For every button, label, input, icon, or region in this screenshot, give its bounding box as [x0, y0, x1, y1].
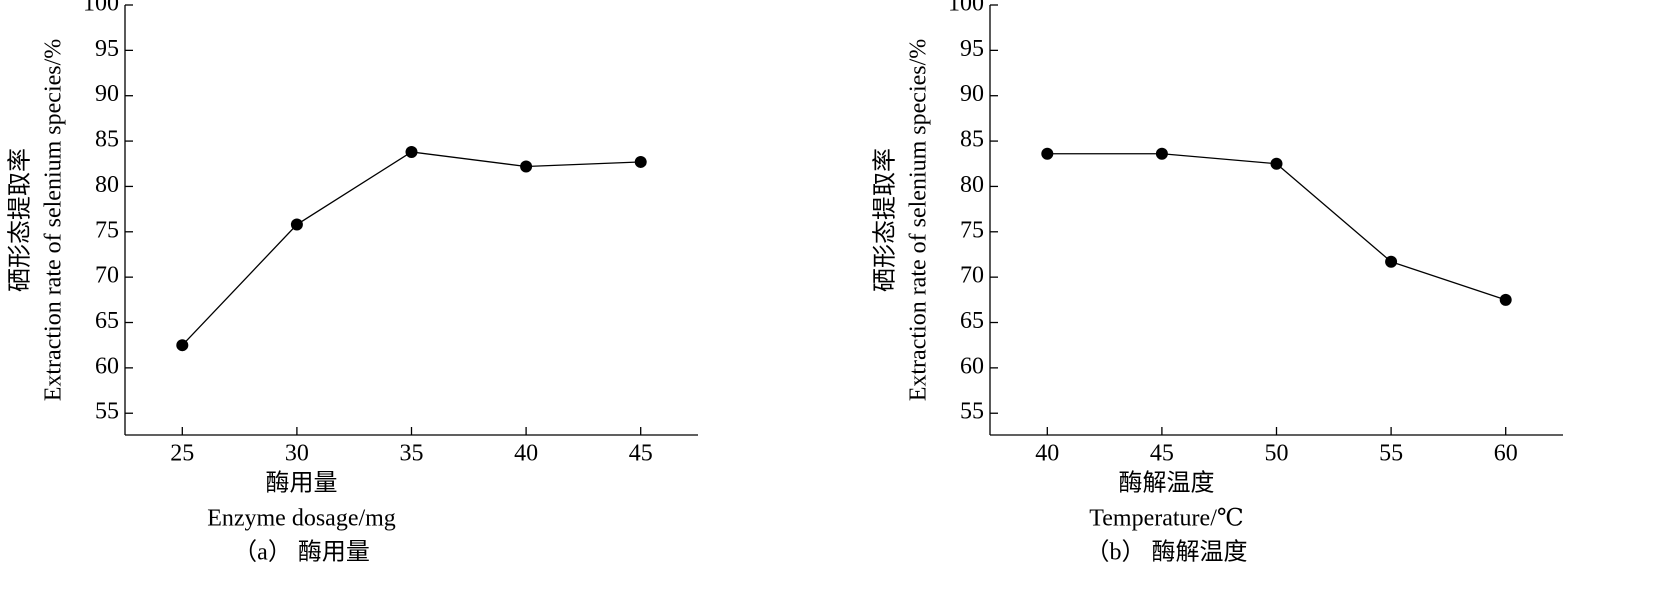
y-tick-label: 90 — [960, 81, 984, 107]
point — [520, 160, 533, 173]
y-tick-label: 85 — [95, 127, 119, 153]
y-axis-label: Extraction rate of selenium species/% — [41, 39, 67, 402]
y-tick-label: 80 — [960, 172, 984, 198]
x-tick-label: 45 — [1150, 441, 1174, 467]
point — [176, 339, 189, 352]
x-tick-label: 45 — [629, 441, 653, 467]
y-tick-label: 70 — [95, 263, 119, 289]
x-axis-label: 酶解温度 — [1119, 470, 1215, 497]
point — [1270, 157, 1283, 170]
x-tick-label: 60 — [1494, 441, 1518, 467]
y-tick-label: 60 — [960, 353, 984, 379]
x-tick-label: 40 — [514, 441, 538, 467]
line — [181, 151, 641, 346]
caption: （b） 酶解温度 — [1086, 539, 1248, 566]
y-tick-label: 90 — [95, 81, 119, 107]
y-tick-label: 75 — [95, 217, 119, 243]
y-tick-label: 75 — [960, 217, 984, 243]
point — [1499, 293, 1512, 306]
point — [1385, 255, 1398, 268]
x-tick-label: 25 — [170, 441, 194, 467]
y-tick-label: 55 — [95, 399, 119, 425]
x-axis-label: Enzyme dosage/mg — [207, 506, 396, 532]
x-tick-label: 30 — [285, 441, 309, 467]
x-tick-label: 35 — [400, 441, 424, 467]
y-axis-label: 硒形态提取率 — [872, 148, 899, 292]
y-tick-label: 85 — [960, 127, 984, 153]
x-tick-label: 50 — [1265, 441, 1289, 467]
point — [1155, 147, 1168, 160]
x-tick-label: 40 — [1035, 441, 1059, 467]
line — [1047, 153, 1506, 301]
x-axis-label: 酶用量 — [266, 470, 338, 497]
y-tick-label: 65 — [960, 308, 984, 334]
y-tick-label: 95 — [960, 36, 984, 62]
y-tick-label: 65 — [95, 308, 119, 334]
x-axis-label: Temperature/℃ — [1089, 506, 1243, 532]
point — [405, 145, 418, 158]
y-tick-label: 100 — [948, 0, 984, 17]
y-tick-label: 100 — [83, 0, 119, 17]
y-tick-label: 70 — [960, 263, 984, 289]
point — [1041, 147, 1054, 160]
y-axis-label: 硒形态提取率 — [7, 148, 34, 292]
point — [634, 155, 647, 168]
y-tick-label: 80 — [95, 172, 119, 198]
point — [290, 218, 303, 231]
x-tick-label: 55 — [1379, 441, 1403, 467]
y-tick-label: 95 — [95, 36, 119, 62]
y-axis-label: Extraction rate of selenium species/% — [906, 39, 932, 402]
y-tick-label: 55 — [960, 399, 984, 425]
caption: （a） 酶用量 — [233, 539, 370, 566]
y-tick-label: 60 — [95, 353, 119, 379]
